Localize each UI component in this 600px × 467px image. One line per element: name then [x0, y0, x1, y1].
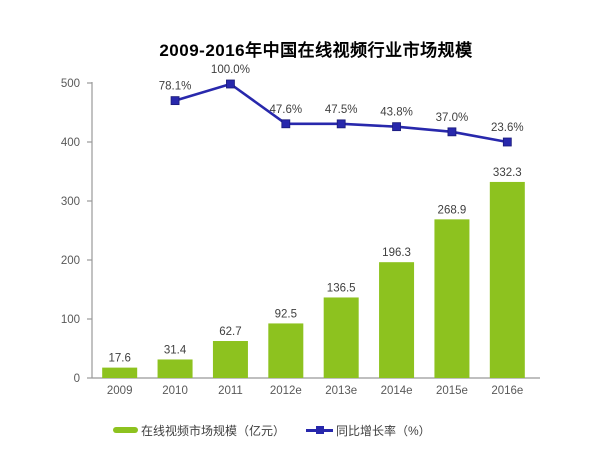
x-tick-label: 2012e — [270, 385, 302, 397]
bar-2009 — [102, 367, 138, 378]
line-value-label: 100.0% — [211, 64, 250, 76]
line-marker — [281, 119, 291, 129]
bar-value-label: 62.7 — [219, 326, 241, 338]
legend-label-market-size: 在线视频市场规模（亿元） — [141, 423, 286, 438]
bar-2016e — [489, 181, 525, 378]
line-marker — [392, 122, 401, 132]
bar-value-label: 17.6 — [108, 353, 130, 365]
line-value-label: 43.8% — [380, 107, 413, 119]
x-tick-label: 2013e — [325, 385, 357, 397]
line-series-swatch — [306, 425, 333, 435]
y-tick-label: 500 — [61, 78, 80, 90]
line-marker — [336, 119, 346, 129]
bar-value-label: 31.4 — [164, 344, 187, 356]
y-tick-label: 200 — [61, 255, 80, 267]
bar-2010 — [157, 359, 193, 378]
line-marker — [447, 127, 457, 137]
y-tick-label: 100 — [61, 314, 80, 326]
line-marker — [170, 96, 180, 106]
legend-label-growth-rate: 同比增长率（%） — [336, 423, 431, 438]
bar-value-label: 268.9 — [438, 204, 467, 216]
x-tick-label: 2015e — [436, 385, 468, 397]
bar-2012e — [268, 323, 304, 378]
x-tick-label: 2011 — [218, 385, 243, 397]
bar-value-label: 136.5 — [327, 282, 356, 294]
x-tick-label: 2009 — [107, 385, 133, 397]
bar-value-label: 332.3 — [493, 167, 522, 179]
bar-2011 — [212, 341, 248, 378]
bar-2013e — [323, 297, 359, 378]
legend: 在线视频市场规模（亿元） 同比增长率（%） — [0, 421, 600, 441]
x-tick-label: 2014e — [381, 385, 413, 397]
bar-2015e — [434, 219, 470, 378]
y-tick-label: 300 — [61, 196, 80, 208]
line-marker — [226, 79, 235, 89]
legend-item-growth-rate: 同比增长率（%） — [306, 421, 431, 439]
line-value-label: 47.6% — [270, 104, 303, 116]
x-tick-label: 2016e — [491, 385, 523, 397]
bar-series-swatch — [113, 427, 138, 433]
bar-value-label: 196.3 — [382, 247, 411, 259]
y-tick-label: 0 — [74, 373, 80, 385]
line-value-label: 78.1% — [159, 81, 192, 93]
x-tick-label: 2010 — [162, 385, 188, 397]
line-value-label: 23.6% — [491, 122, 524, 134]
line-swatch-marker — [316, 425, 324, 434]
bar-value-label: 92.5 — [275, 308, 297, 320]
bar-2014e — [379, 262, 415, 378]
line-value-label: 37.0% — [436, 112, 469, 124]
line-marker — [502, 137, 512, 147]
line-value-label: 47.5% — [325, 104, 358, 116]
chart-title: 2009-2016年中国在线视频行业市场规模 — [159, 41, 473, 60]
y-tick-label: 400 — [61, 137, 80, 149]
legend-item-market-size: 在线视频市场规模（亿元） — [113, 421, 285, 439]
